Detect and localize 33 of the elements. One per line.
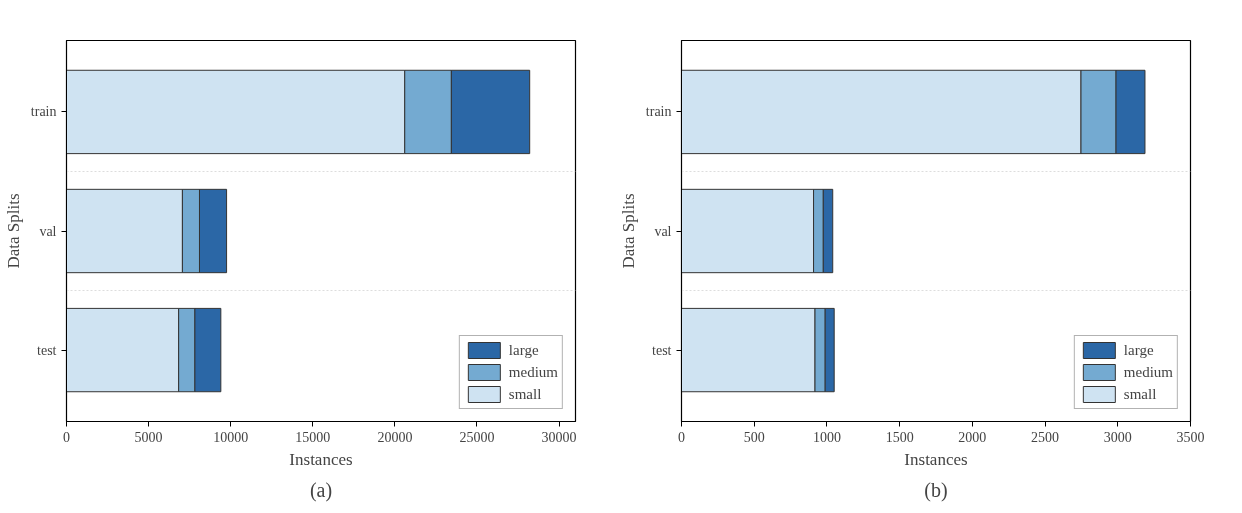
- x-tick-label: 1000: [812, 429, 841, 445]
- text: (a): [309, 478, 333, 502]
- legend-label: large: [1123, 341, 1154, 359]
- x-tick-label: 20000: [377, 429, 413, 445]
- legend-label: small: [508, 385, 542, 403]
- x-axis-title: Instances: [289, 449, 353, 469]
- y-tick-label: val: [654, 223, 672, 239]
- x-tick-label: 5000: [134, 429, 163, 445]
- x-tick-label: 3000: [1103, 429, 1132, 445]
- x-tick-label: 10000: [213, 429, 249, 445]
- x-tick-label: 2500: [1031, 429, 1060, 445]
- x-axis-title: Instances: [904, 449, 968, 469]
- text: (b): [924, 478, 948, 502]
- x-tick-label: 15000: [295, 429, 331, 445]
- y-axis-title: Data Splits: [3, 193, 23, 269]
- y-axis-title: Data Splits: [618, 193, 638, 269]
- y-tick-label: train: [645, 104, 672, 120]
- x-tick-label: 0: [63, 429, 70, 445]
- legend-label: medium: [1123, 363, 1173, 381]
- y-tick-label: test: [37, 342, 57, 358]
- x-tick-label: 1500: [885, 429, 914, 445]
- legend-label: medium: [508, 363, 558, 381]
- x-tick-label: 25000: [459, 429, 495, 445]
- x-tick-label: 3500: [1176, 429, 1205, 445]
- y-tick-label: val: [39, 223, 57, 239]
- legend-label: large: [508, 341, 539, 359]
- legend-label: small: [1123, 385, 1157, 403]
- y-tick-label: train: [30, 104, 57, 120]
- x-tick-label: 30000: [541, 429, 577, 445]
- x-tick-label: 0: [678, 429, 685, 445]
- x-tick-label: 500: [743, 429, 765, 445]
- y-tick-label: test: [652, 342, 672, 358]
- x-tick-label: 2000: [958, 429, 987, 445]
